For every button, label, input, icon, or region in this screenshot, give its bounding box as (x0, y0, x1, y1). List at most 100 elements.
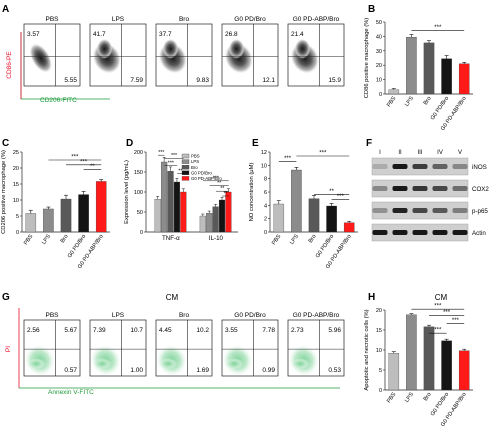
lane-label: I (379, 150, 381, 156)
sig-label: ** (329, 189, 334, 195)
bar (25, 213, 37, 233)
y-tick-label: 20 (13, 166, 19, 172)
chart-d: 0 50 100 150 200 Expression level (pg/mL) TNF-… (124, 150, 238, 242)
bar (423, 42, 435, 95)
bar (199, 215, 206, 233)
bar (273, 203, 285, 233)
sig-label: *** (452, 318, 460, 324)
legend-label: G0 PD-ABP/Bro (191, 176, 222, 181)
x-tick-label: LPS (404, 391, 415, 403)
bar (225, 191, 232, 233)
panel-c: C 0 5 10 15 20 25 CD206 positive macrophage (%… (1, 138, 110, 270)
bar (161, 161, 168, 233)
flow-density-cloud (159, 358, 178, 370)
bar (212, 206, 219, 233)
sig-label: ** (178, 168, 182, 174)
flow-quadrant-lr: 1.00 (130, 367, 143, 374)
flow-density-cloud (225, 358, 244, 370)
blot-band (452, 164, 468, 169)
y-tick-label: 4 (264, 203, 267, 209)
x-tick-label: LPS (41, 233, 52, 245)
flow-quadrant-lr: 5.55 (64, 77, 77, 84)
flow-plot: G0 PD-ABP/Bro 21.4 15.9 (287, 16, 345, 87)
y-tick-label: 12 (261, 150, 267, 156)
x-tick-label: LPS (404, 95, 415, 107)
blot-band (372, 230, 388, 235)
flow-quadrant-ur: 10.7 (130, 327, 143, 334)
flow-plot-title: G0 PD-ABP/Bro (293, 16, 340, 23)
panel-letter-h: H (368, 292, 375, 303)
band-label: COX2 (472, 186, 489, 193)
x-tick-label: PBS (271, 233, 282, 246)
blot-band (452, 230, 468, 235)
band-label: Actin (472, 230, 486, 237)
panel-h: H CM 0 5 10 15 20 Apoptotic and necrotic cell… (364, 292, 473, 428)
flow-plot: Bro 37.7 9.83 (155, 16, 213, 87)
bar (326, 205, 337, 233)
flow-plot: G0 PD-ABP/Bro 2.73 5.96 0.53 (287, 312, 345, 377)
bar (180, 191, 187, 233)
bar (406, 314, 417, 391)
blot-band (372, 208, 388, 213)
lane-label: V (458, 150, 462, 156)
sig-label: *** (434, 304, 442, 310)
bar (43, 208, 54, 233)
y-tick-label: 10 (261, 163, 267, 169)
bar (154, 199, 161, 233)
flow-plot: PBS 2.56 5.67 0.57 (23, 312, 81, 377)
y-tick-label: 200 (134, 150, 143, 156)
blot-band (412, 164, 428, 169)
y-tick-label: 20 (376, 308, 382, 314)
y-tick-label: 2 (264, 217, 267, 223)
y-tick-label: 10 (376, 78, 382, 84)
flow-quadrant-ul: 4.45 (159, 327, 172, 334)
flow-plots-g: PBS 2.56 5.67 0.57 LPS 7.39 10.7 1.00 Bro 4.45 10.… (23, 312, 345, 377)
flow-density-cloud (228, 38, 245, 59)
flow-quadrant-ur: 10.2 (196, 327, 209, 334)
x-tick-label: Bro (308, 234, 318, 245)
flow-plot-title: LPS (112, 312, 125, 319)
flow-quadrant-lr: 0.57 (64, 367, 77, 374)
chart-c: 0 5 10 15 20 25 CD206 positive macrophage (%) P… (1, 150, 110, 270)
blot-band (392, 164, 408, 169)
legend-swatch (181, 165, 190, 170)
sig-label: ** (90, 164, 95, 170)
flow-density-cloud (96, 38, 113, 59)
y-tick-label: 8 (264, 177, 267, 183)
flow-quadrant-ul: 21.4 (291, 31, 304, 38)
flow-quadrant-ul: 2.73 (291, 327, 304, 334)
blot-band (372, 186, 388, 191)
x-tick-label: IL-10 (209, 235, 224, 242)
y-tick-label: 50 (376, 20, 382, 26)
y-tick-label: 30 (376, 49, 382, 55)
flow-quadrant-lr: 0.53 (328, 367, 341, 374)
flow-density-cloud (93, 358, 112, 370)
flow-quadrant-ur: 5.67 (64, 327, 77, 334)
panel-h-title: CM (435, 293, 448, 302)
flow-quadrant-lr: 15.9 (328, 77, 341, 84)
bar (308, 198, 320, 233)
flow-plot-title: Bro (179, 16, 190, 23)
flow-quadrant-ul: 37.7 (159, 31, 172, 38)
blot-band (372, 164, 388, 169)
sig-label: ** (223, 191, 227, 197)
legend-label: LPS (191, 159, 199, 164)
sig-label: ** (220, 186, 224, 192)
chart-h: 0 5 10 15 20 Apoptotic and necrotic cells (%)… (364, 304, 473, 428)
y-axis-label: Apoptotic and necrotic cells (%) (364, 309, 370, 390)
y-tick-label: 10 (376, 348, 382, 354)
y-tick-label: 40 (376, 34, 382, 40)
bar (173, 181, 180, 233)
x-tick-label: Bro (423, 392, 433, 403)
blot-band (412, 186, 428, 191)
flow-quadrant-ur: 7.78 (262, 327, 275, 334)
flow-quadrant-ul: 2.56 (27, 327, 40, 334)
flow-density-cloud (291, 358, 310, 370)
legend-swatch (181, 153, 190, 159)
flow-quadrant-ur: 5.96 (328, 327, 341, 334)
y-tick-label: 5 (16, 214, 19, 220)
panel-letter-e: E (252, 138, 259, 149)
panel-d: D 0 50 100 150 200 Expression level (pg/mL) TN… (124, 138, 238, 242)
